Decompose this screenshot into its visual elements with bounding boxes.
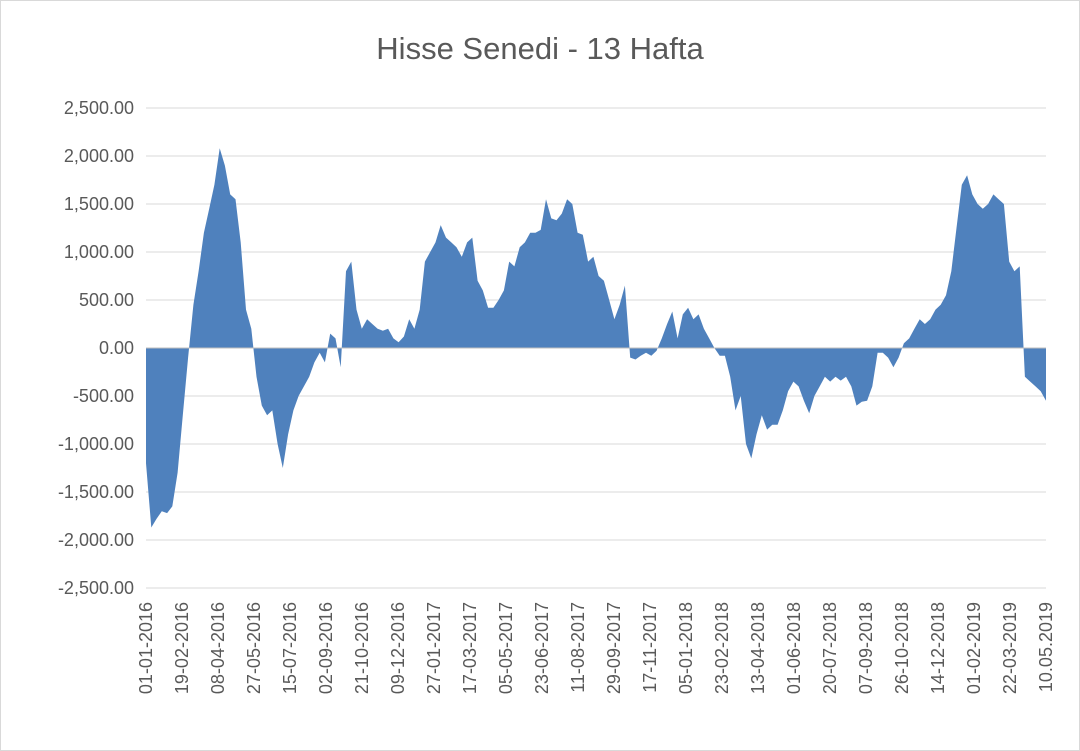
y-tick-label: -2,500.00 bbox=[58, 578, 134, 598]
y-axis-ticks: 2,500.00 2,000.00 1,500.00 1,000.00 500.00 0.… bbox=[58, 98, 134, 598]
x-tick-label: 26-10-2018 bbox=[892, 602, 912, 694]
chart-title: Hisse Senedi - 13 Hafta bbox=[376, 31, 704, 66]
y-tick-label: 1,500.00 bbox=[64, 194, 134, 214]
x-tick-label: 11-08-2017 bbox=[568, 602, 588, 693]
x-tick-label: 23-02-2018 bbox=[712, 602, 732, 694]
y-tick-label: -2,000.00 bbox=[58, 530, 134, 550]
x-tick-label: 19-02-2016 bbox=[172, 602, 192, 694]
x-tick-label: 02-09-2016 bbox=[316, 602, 336, 694]
x-tick-label: 07-09-2018 bbox=[856, 602, 876, 694]
x-tick-label: 29-09-2017 bbox=[604, 602, 624, 694]
x-tick-label: 27-01-2017 bbox=[424, 602, 444, 694]
x-tick-label: 01-02-2019 bbox=[964, 602, 984, 694]
x-tick-label: 01-01-2016 bbox=[136, 602, 156, 694]
x-tick-label: 08-04-2016 bbox=[208, 602, 228, 694]
y-tick-label: 1,000.00 bbox=[64, 242, 134, 262]
y-tick-label: -1,500.00 bbox=[58, 482, 134, 502]
y-tick-label: -500.00 bbox=[73, 386, 134, 406]
y-tick-label: 0.00 bbox=[99, 338, 134, 358]
y-tick-label: 2,500.00 bbox=[64, 98, 134, 118]
x-tick-label: 05-05-2017 bbox=[496, 602, 516, 694]
x-tick-label: 17-11-2017 bbox=[640, 602, 660, 693]
x-tick-label: 21-10-2016 bbox=[352, 602, 372, 694]
series-area bbox=[146, 148, 1046, 528]
x-tick-label: 20-07-2018 bbox=[820, 602, 840, 694]
x-tick-label: 13-04-2018 bbox=[748, 602, 768, 694]
x-tick-label: 09-12-2016 bbox=[388, 602, 408, 694]
x-tick-label: 10.05.2019 bbox=[1036, 602, 1056, 692]
x-tick-label: 05-01-2018 bbox=[676, 602, 696, 694]
x-tick-label: 17-03-2017 bbox=[460, 602, 480, 694]
x-tick-label: 14-12-2018 bbox=[928, 602, 948, 694]
x-axis-ticks: 01-01-2016 19-02-2016 08-04-2016 27-05-2016… bbox=[136, 602, 1056, 694]
y-tick-label: -1,000.00 bbox=[58, 434, 134, 454]
x-tick-label: 22-03-2019 bbox=[1000, 602, 1020, 694]
y-tick-label: 2,000.00 bbox=[64, 146, 134, 166]
x-tick-label: 15-07-2016 bbox=[280, 602, 300, 694]
x-tick-label: 23-06-2017 bbox=[532, 602, 552, 694]
area-series bbox=[146, 148, 1046, 528]
y-tick-label: 500.00 bbox=[79, 290, 134, 310]
x-tick-label: 27-05-2016 bbox=[244, 602, 264, 694]
x-tick-label: 01-06-2018 bbox=[784, 602, 804, 694]
